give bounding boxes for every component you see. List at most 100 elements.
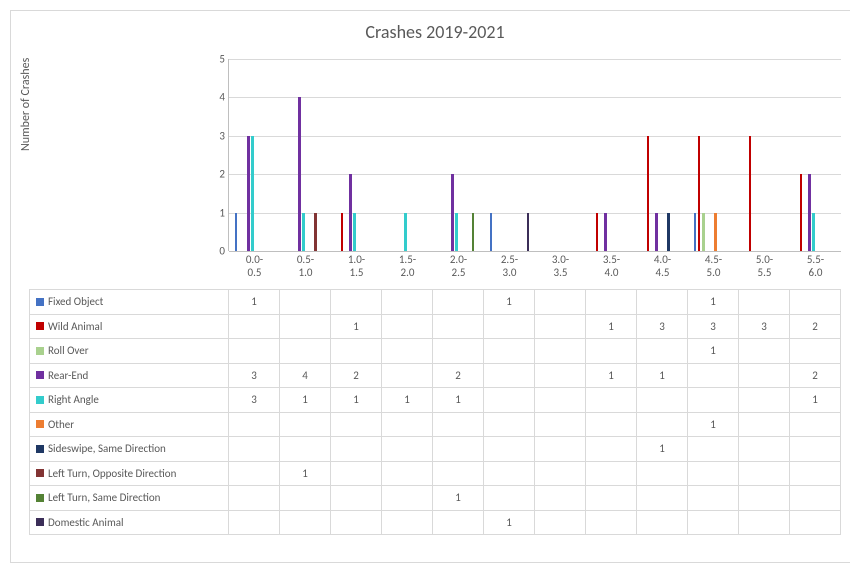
bar xyxy=(341,213,344,251)
table-cell xyxy=(535,290,586,314)
table-cell xyxy=(280,437,331,461)
table-cell: 1 xyxy=(637,364,688,388)
x-tick-label: 0.0- 0.5 xyxy=(246,253,263,279)
table-cell xyxy=(637,511,688,535)
table-cell: 1 xyxy=(688,339,739,363)
row-cells: 113332 xyxy=(229,315,841,339)
series-label: Other xyxy=(29,413,229,437)
y-axis-label: Number of Crashes xyxy=(19,58,33,151)
y-tick: 4 xyxy=(219,91,225,104)
table-cell xyxy=(637,290,688,314)
table-cell xyxy=(280,315,331,339)
bar xyxy=(604,213,607,251)
bar xyxy=(472,213,475,251)
table-cell xyxy=(790,339,841,363)
series-label: Right Angle xyxy=(29,388,229,412)
table-cell xyxy=(637,388,688,412)
x-axis-line xyxy=(229,251,841,252)
table-cell xyxy=(382,364,433,388)
x-tick-label: 4.0- 4.5 xyxy=(654,253,671,279)
row-cells: 1 xyxy=(229,511,841,535)
table-cell xyxy=(637,339,688,363)
bar xyxy=(302,213,305,251)
bar xyxy=(694,213,697,251)
bar xyxy=(698,136,701,251)
table-row: Domestic Animal1 xyxy=(29,511,841,536)
table-cell xyxy=(433,413,484,437)
table-cell xyxy=(382,511,433,535)
bar xyxy=(702,213,705,251)
table-cell xyxy=(739,364,790,388)
table-row: Fixed Object111 xyxy=(29,290,841,315)
table-cell: 1 xyxy=(280,462,331,486)
table-cell xyxy=(280,290,331,314)
table-cell: 1 xyxy=(331,388,382,412)
table-cell xyxy=(280,486,331,510)
table-cell xyxy=(331,511,382,535)
gridline xyxy=(229,97,841,98)
x-tick-label: 0.5- 1.0 xyxy=(297,253,314,279)
table-cell: 1 xyxy=(433,486,484,510)
table-cell: 1 xyxy=(586,364,637,388)
y-tick: 3 xyxy=(219,129,225,142)
bar xyxy=(298,97,301,251)
table-row: Right Angle311111 xyxy=(29,388,841,413)
bar xyxy=(749,136,752,251)
table-cell: 3 xyxy=(229,388,280,412)
table-row: Roll Over1 xyxy=(29,339,841,364)
table-cell xyxy=(229,462,280,486)
table-cell xyxy=(790,290,841,314)
table-cell xyxy=(739,290,790,314)
table-row: Wild Animal113332 xyxy=(29,315,841,340)
legend-marker xyxy=(36,298,44,306)
table-cell xyxy=(535,364,586,388)
table-cell xyxy=(331,290,382,314)
table-row: Left Turn, Opposite Direction 1 xyxy=(29,462,841,487)
table-cell xyxy=(484,413,535,437)
bar xyxy=(655,213,658,251)
y-axis: 012345 xyxy=(211,59,229,251)
x-tick-label: 3.5- 4.0 xyxy=(603,253,620,279)
table-cell xyxy=(229,486,280,510)
legend-marker xyxy=(36,518,44,526)
table-cell: 1 xyxy=(433,388,484,412)
gridline xyxy=(229,59,841,60)
x-tick-label: 4.5- 5.0 xyxy=(705,253,722,279)
series-label: Domestic Animal xyxy=(29,511,229,535)
bar xyxy=(490,213,493,251)
legend-marker xyxy=(36,347,44,355)
series-name: Left Turn, Same Direction xyxy=(48,491,160,504)
x-tick-label: 2.0- 2.5 xyxy=(450,253,467,279)
table-cell xyxy=(433,315,484,339)
series-label: Left Turn, Opposite Direction xyxy=(29,462,229,486)
table-cell xyxy=(790,413,841,437)
x-tick-label: 5.5- 6.0 xyxy=(807,253,824,279)
chart-container: Crashes 2019-2021 Number of Crashes 0123… xyxy=(10,10,850,563)
table-cell xyxy=(586,413,637,437)
table-cell xyxy=(586,511,637,535)
table-cell xyxy=(535,339,586,363)
bar xyxy=(455,213,458,251)
table-cell xyxy=(382,437,433,461)
legend-marker xyxy=(36,420,44,428)
bar xyxy=(667,213,670,251)
bar xyxy=(404,213,407,251)
table-cell xyxy=(280,413,331,437)
table-cell xyxy=(382,462,433,486)
series-label: Sideswipe, Same Direction xyxy=(29,437,229,461)
table-cell: 4 xyxy=(280,364,331,388)
table-cell xyxy=(688,486,739,510)
row-cells: 111 xyxy=(229,290,841,314)
table-cell xyxy=(739,437,790,461)
table-cell xyxy=(790,462,841,486)
table-cell xyxy=(484,315,535,339)
row-cells: 1 xyxy=(229,339,841,363)
bar xyxy=(812,213,815,251)
series-name: Sideswipe, Same Direction xyxy=(48,442,166,455)
table-cell: 3 xyxy=(739,315,790,339)
table-cell xyxy=(586,290,637,314)
legend-marker xyxy=(36,494,44,502)
bar xyxy=(247,136,250,251)
table-cell xyxy=(535,388,586,412)
table-cell xyxy=(331,339,382,363)
